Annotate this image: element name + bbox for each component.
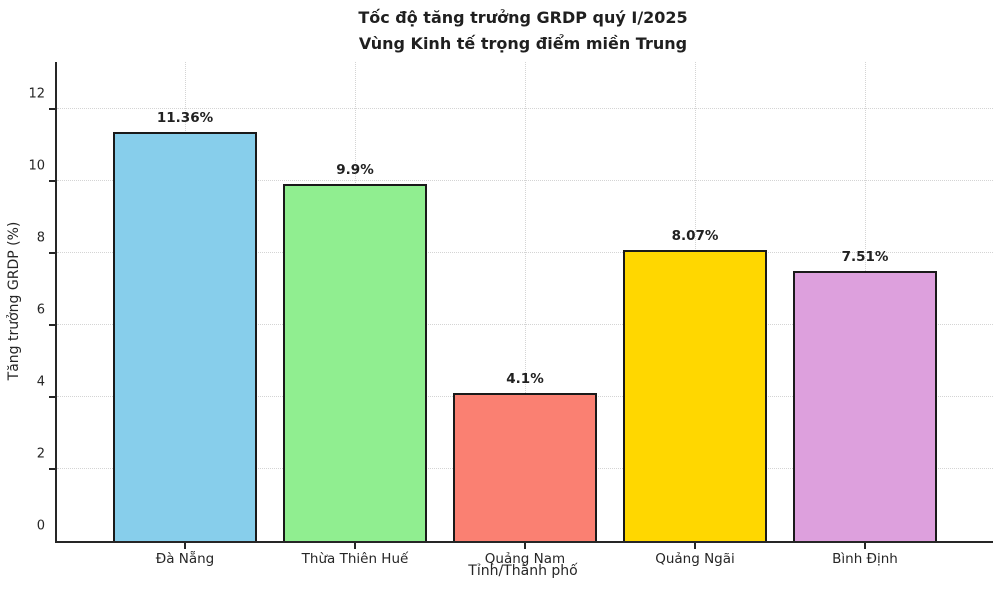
y-gridline	[57, 323, 993, 325]
y-tick-label: 6	[36, 302, 45, 318]
x-tick-label: Quảng Ngãi	[655, 551, 735, 567]
y-gridline	[57, 251, 993, 253]
y-tick-mark	[49, 323, 56, 326]
bar-slot: 11.36% Đà Nẵng	[100, 62, 270, 567]
bar-value-label: 4.1%	[506, 371, 544, 388]
y-tick-label: 0	[36, 518, 45, 534]
bar-1: 11.36%	[113, 110, 257, 541]
y-tick-label: 2	[36, 446, 45, 462]
x-gridline	[525, 62, 526, 541]
x-tick-label: Đà Nẵng	[155, 551, 215, 567]
bar-value-label: 7.51%	[841, 248, 889, 265]
bar-value-label: 9.9%	[336, 162, 374, 179]
x-tick-label: Thừa Thiên Huế	[301, 551, 409, 567]
y-tick-label: 10	[28, 158, 45, 174]
bar-value-label: 11.36%	[156, 109, 214, 126]
bar-3: 4.1%	[453, 371, 597, 541]
x-tick-mark	[694, 543, 696, 549]
bar-5: 7.51%	[793, 249, 937, 541]
x-tick-mark	[864, 543, 866, 549]
x-tick-mark	[524, 543, 526, 549]
y-tick-label: 12	[28, 86, 45, 102]
x-tick-mark	[184, 543, 186, 549]
bar-2: 9.9%	[283, 162, 427, 541]
y-gridline	[57, 107, 993, 109]
y-tick-label: 4	[36, 374, 45, 390]
y-tick-mark	[49, 467, 56, 470]
x-tick-label: Quảng Nam	[484, 551, 566, 567]
x-axis-label: Tỉnh/Thành phố	[468, 563, 578, 579]
y-axis-label: Tăng trưởng GRDP (%)	[6, 221, 22, 381]
bars-container: 11.36% Đà Nẵng 9.9% Thừa Thiên Huế 4.1% Quảng…	[100, 62, 950, 567]
chart-title: Tốc độ tăng trưởng GRDP quý I/2025 Vùng …	[55, 5, 991, 57]
bar-slot: 8.07% Quảng Ngãi	[610, 62, 780, 567]
plot-area: 11.36% Đà Nẵng 9.9% Thừa Thiên Huế 4.1% Quảng…	[28, 62, 993, 567]
y-tick-label: 8	[36, 230, 45, 246]
bar-slot: 4.1% Quảng Nam	[440, 62, 610, 567]
y-tick-mark	[49, 251, 56, 254]
chart-title-line2: Vùng Kinh tế trọng điểm miền Trung	[358, 34, 688, 53]
y-tick-mark	[49, 395, 56, 398]
x-tick-mark	[354, 543, 356, 549]
bar-4: 8.07%	[623, 228, 767, 541]
bar-slot: 9.9% Thừa Thiên Huế	[270, 62, 440, 567]
y-tick-mark	[49, 179, 56, 182]
y-gridline	[57, 179, 993, 181]
chart-title-line1: Tốc độ tăng trưởng GRDP quý I/2025	[358, 8, 688, 27]
y-tick-mark	[49, 107, 56, 110]
bar-slot: 7.51% Bình Định	[780, 62, 950, 567]
bar-value-label: 8.07%	[671, 228, 719, 245]
x-tick-label: Bình Định	[832, 551, 898, 567]
